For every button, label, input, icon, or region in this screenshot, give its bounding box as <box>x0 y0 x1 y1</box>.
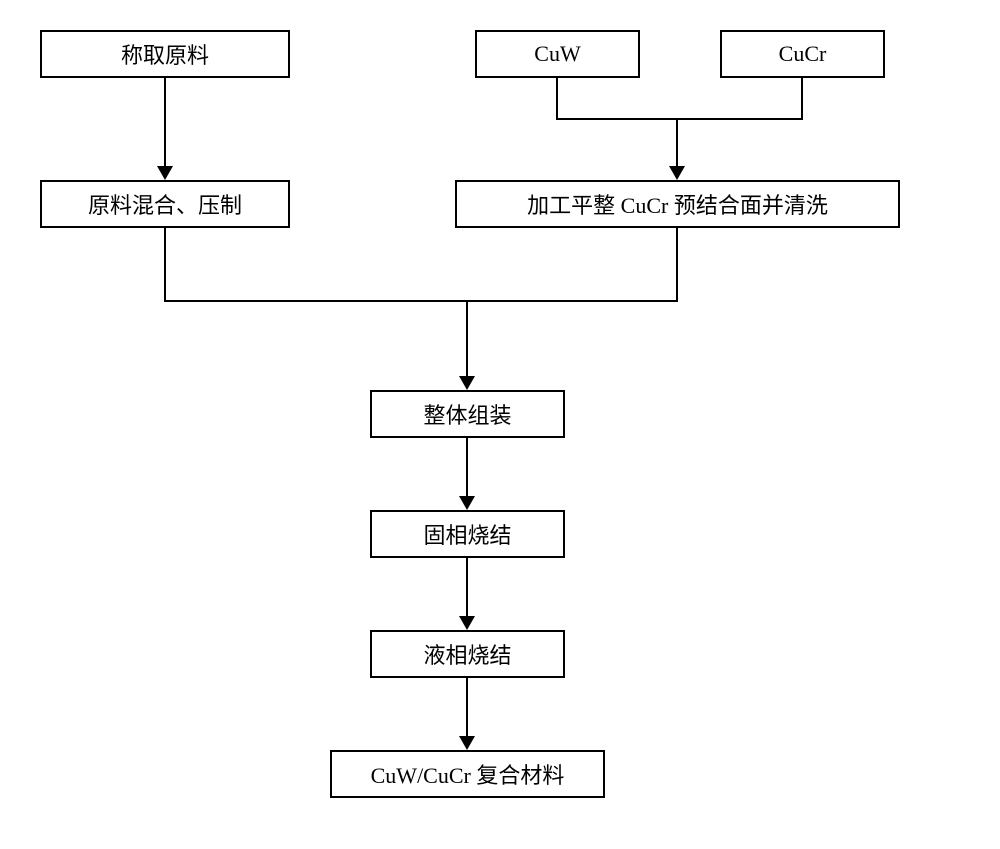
arrow-down-icon <box>459 496 475 510</box>
arrow-down-icon <box>459 736 475 750</box>
edge-line <box>466 558 468 618</box>
node-label: CuCr <box>779 41 827 67</box>
node-cucr: CuCr <box>720 30 885 78</box>
edge-line <box>556 118 803 120</box>
node-assembly: 整体组装 <box>370 390 565 438</box>
node-liquid-sinter: 液相烧结 <box>370 630 565 678</box>
arrow-down-icon <box>459 616 475 630</box>
edge-line <box>676 228 678 300</box>
edge-line <box>466 438 468 498</box>
node-composite: CuW/CuCr 复合材料 <box>330 750 605 798</box>
node-label: CuW <box>534 41 580 67</box>
arrow-down-icon <box>459 376 475 390</box>
edge-line <box>676 118 678 168</box>
node-label: 固相烧结 <box>423 518 511 550</box>
node-label: 加工平整 CuCr 预结合面并清洗 <box>527 188 828 220</box>
arrow-down-icon <box>669 166 685 180</box>
edge-line <box>801 78 803 118</box>
node-label: 液相烧结 <box>423 638 511 670</box>
edge-line <box>164 228 166 300</box>
node-label: 整体组装 <box>423 398 511 430</box>
arrow-down-icon <box>157 166 173 180</box>
edge-line <box>164 78 166 168</box>
node-solid-sinter: 固相烧结 <box>370 510 565 558</box>
edge-line <box>556 78 558 118</box>
node-label: 原料混合、压制 <box>88 188 242 220</box>
node-mix-press: 原料混合、压制 <box>40 180 290 228</box>
edge-line <box>164 300 678 302</box>
node-label: CuW/CuCr 复合材料 <box>371 758 565 790</box>
node-cuw: CuW <box>475 30 640 78</box>
edge-line <box>466 678 468 738</box>
node-label: 称取原料 <box>121 38 209 70</box>
node-weigh-raw: 称取原料 <box>40 30 290 78</box>
edge-line <box>466 300 468 378</box>
node-flatten-clean: 加工平整 CuCr 预结合面并清洗 <box>455 180 900 228</box>
